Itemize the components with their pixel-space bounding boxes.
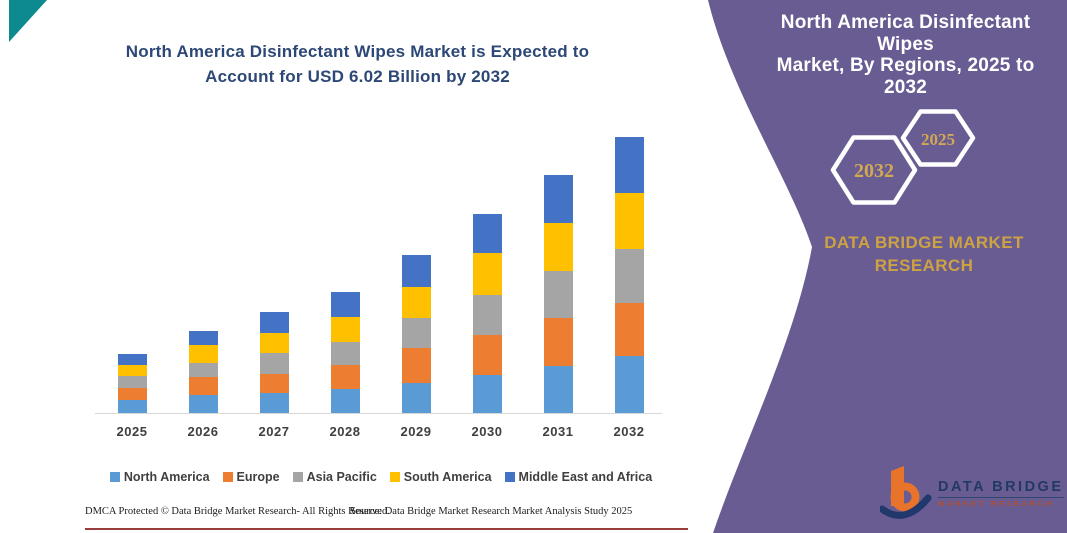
- legend-item: Middle East and Africa: [504, 470, 653, 484]
- legend-swatch-icon: [504, 472, 515, 482]
- bar-segment: [259, 392, 289, 413]
- bar-2028: [330, 292, 360, 413]
- panel-title: North America Disinfectant Wipes Market,…: [753, 12, 1058, 98]
- bar-segment: [543, 223, 573, 271]
- data-bridge-logo-icon: [880, 466, 932, 519]
- chart-headline-line2: Account for USD 6.02 Billion by 2032: [205, 67, 510, 86]
- x-axis-label-2026: 2026: [187, 424, 219, 439]
- source-note: Source: Data Bridge Market Research Mark…: [350, 506, 633, 517]
- bar-segment: [472, 213, 502, 254]
- hexagon-2032-label: 2032: [854, 160, 894, 182]
- x-axis-line: [95, 413, 662, 414]
- bar-2031: [543, 175, 573, 413]
- dmca-notice: DMCA Protected © Data Bridge Market Rese…: [85, 506, 390, 517]
- brand-wordmark-line2: RESEARCH: [874, 256, 974, 275]
- x-axis-label-2027: 2027: [258, 424, 290, 439]
- panel-title-line2: Market, By Regions, 2025 to 2032: [776, 55, 1035, 98]
- legend-item: Asia Pacific: [292, 470, 377, 484]
- brand-wordmark-gold: DATA BRIDGE MARKET RESEARCH: [799, 231, 1049, 277]
- legend-label: Europe: [236, 470, 280, 484]
- logo-text: DATA BRIDGE MARKET RESEARCH: [938, 477, 1064, 508]
- bar-segment: [330, 316, 360, 342]
- bar-segment: [117, 399, 147, 413]
- footer-rule: [85, 528, 688, 530]
- panel-title-line1: North America Disinfectant Wipes: [780, 12, 1031, 55]
- bar-2026: [188, 330, 218, 413]
- bar-segment: [188, 394, 218, 413]
- x-axis-label-2025: 2025: [116, 424, 148, 439]
- bar-segment: [614, 355, 644, 413]
- bar-segment: [259, 373, 289, 393]
- bar-segment: [401, 382, 431, 413]
- bar-segment: [259, 353, 289, 374]
- x-axis-label-2032: 2032: [613, 424, 645, 439]
- bar-2030: [472, 213, 502, 413]
- legend-item: South America: [389, 470, 492, 484]
- legend-item: North America: [109, 470, 210, 484]
- x-axis-label-2030: 2030: [471, 424, 503, 439]
- bar-segment: [188, 376, 218, 395]
- chart-headline: North America Disinfectant Wipes Market …: [100, 39, 615, 89]
- bar-segment: [401, 348, 431, 383]
- bar-segment: [117, 364, 147, 376]
- bar-segment: [472, 334, 502, 375]
- bar-segment: [543, 365, 573, 413]
- bar-segment: [330, 292, 360, 317]
- x-axis-label-2029: 2029: [400, 424, 432, 439]
- bar-segment: [330, 341, 360, 366]
- bar-segment: [259, 333, 289, 354]
- data-bridge-logo: DATA BRIDGE MARKET RESEARCH: [880, 462, 1065, 522]
- bar-segment: [614, 249, 644, 304]
- bar-segment: [330, 388, 360, 413]
- brand-wordmark-line1: DATA BRIDGE MARKET: [824, 233, 1024, 252]
- legend-swatch-icon: [109, 472, 120, 482]
- legend-swatch-icon: [222, 472, 233, 482]
- x-axis-label-2031: 2031: [542, 424, 574, 439]
- bar-segment: [543, 270, 573, 318]
- bar-segment: [117, 375, 147, 388]
- hexagon-2025: [900, 109, 976, 167]
- bar-2025: [117, 353, 147, 413]
- legend-label: Asia Pacific: [306, 470, 377, 484]
- legend-label: South America: [403, 470, 492, 484]
- year-hexagons: 2032 2025: [830, 109, 976, 205]
- hexagon-2032: [830, 135, 918, 205]
- bar-2027: [259, 312, 289, 413]
- legend-swatch-icon: [292, 472, 303, 482]
- bar-segment: [472, 374, 502, 413]
- bar-segment: [188, 330, 218, 345]
- logo-text-line1: DATA BRIDGE: [938, 479, 1064, 498]
- bar-segment: [188, 344, 218, 363]
- bar-segment: [543, 175, 573, 224]
- bar-segment: [543, 317, 573, 366]
- chart-headline-line1: North America Disinfectant Wipes Market …: [125, 42, 590, 61]
- bar-2029: [401, 254, 431, 413]
- legend-label: North America: [123, 470, 210, 484]
- bar-segment: [259, 312, 289, 334]
- bar-segment: [614, 137, 644, 193]
- bar-segment: [188, 362, 218, 377]
- hexagon-2025-label: 2025: [921, 130, 955, 149]
- logo-text-line2: MARKET RESEARCH: [938, 500, 1055, 508]
- bar-segment: [117, 387, 147, 400]
- x-axis-label-2028: 2028: [329, 424, 361, 439]
- legend-item: Europe: [222, 470, 280, 484]
- bar-segment: [401, 318, 431, 349]
- bar-segment: [472, 253, 502, 296]
- bar-segment: [614, 192, 644, 250]
- bar-segment: [472, 295, 502, 335]
- bar-2032: [614, 137, 644, 413]
- bar-segment: [401, 254, 431, 287]
- bar-segment: [614, 303, 644, 356]
- chart-legend: North America Europe Asia Pacific South Ame…: [85, 470, 677, 484]
- bar-segment: [401, 286, 431, 319]
- legend-swatch-icon: [389, 472, 400, 482]
- bar-segment: [117, 353, 147, 365]
- bar-segment: [330, 365, 360, 389]
- legend-label: Middle East and Africa: [518, 470, 653, 484]
